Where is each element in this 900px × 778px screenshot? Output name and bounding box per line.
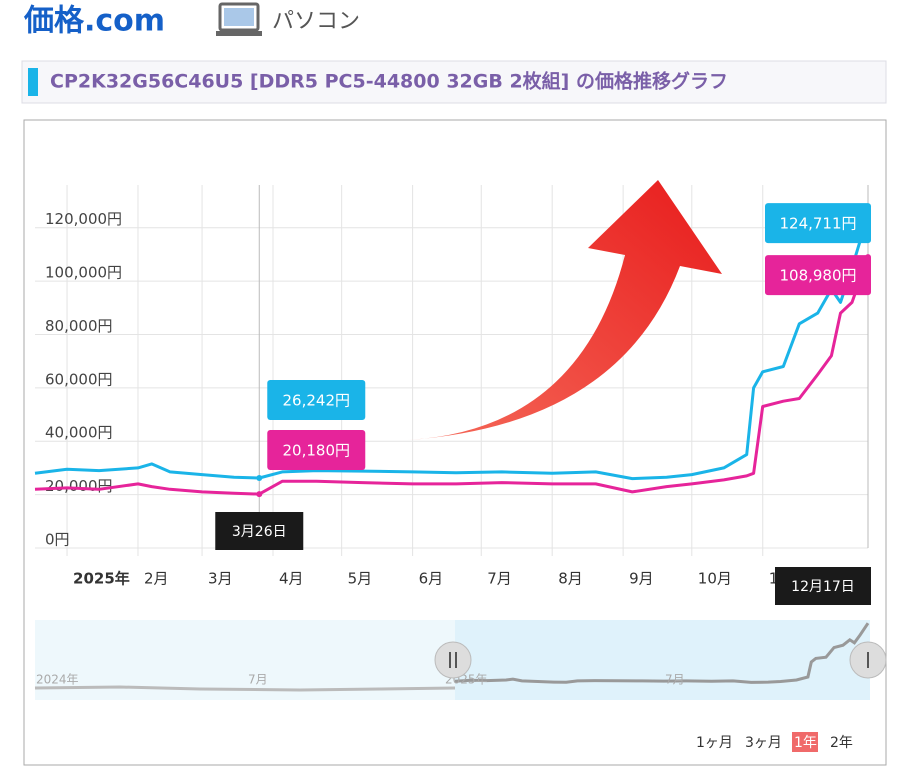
logo[interactable]: 価格.com (23, 4, 165, 39)
tooltips: 3月26日 26,242円 20,180円 12月17日 124,711円 108,980… (215, 185, 871, 605)
value-tooltip-label: 124,711円 (779, 215, 856, 233)
range-button[interactable]: 2年 (830, 735, 853, 751)
x-tick-label: 3月 (208, 570, 233, 588)
value-tooltip-label: 26,242円 (283, 392, 351, 410)
pc-icon (216, 2, 262, 36)
category: パソコン (272, 9, 360, 34)
range-button[interactable]: 1ヶ月 (696, 735, 733, 751)
date-tooltip (775, 567, 871, 605)
price-line (34, 214, 870, 481)
x-tick-label: 8月 (558, 570, 583, 588)
x-tick-label: 2月 (144, 570, 169, 588)
navigator-handle[interactable] (434, 641, 472, 679)
y-tick-label: 20,000円 (45, 477, 113, 495)
plot-area (35, 185, 868, 556)
y-tick-label: 40,000円 (45, 424, 113, 442)
x-tick-label: 5月 (348, 570, 373, 588)
navigator-label: 2024年 (36, 673, 79, 687)
navigator-selection[interactable] (455, 620, 870, 700)
price-point (256, 491, 263, 498)
x-tick-label: 4月 (279, 570, 304, 588)
navigator-label: 7月 (248, 673, 268, 687)
y-tick-label: 60,000円 (45, 370, 113, 388)
trend-arrow (408, 180, 722, 440)
range-buttons: 1ヶ月 3ヶ月 1年 2年 (696, 732, 853, 752)
navigator-handle[interactable] (849, 641, 887, 679)
x-tick-label: 7月 (487, 570, 512, 588)
date-tooltip (215, 512, 304, 550)
value-tooltip (267, 380, 366, 420)
y-tick-label: 100,000円 (45, 264, 122, 282)
value-tooltip-label: 20,180円 (283, 442, 351, 460)
x-tick-label: 6月 (419, 570, 444, 588)
range-button-bg[interactable] (792, 732, 818, 752)
date-tooltip-label: 12月17日 (791, 579, 855, 595)
date-tooltip-label: 3月26日 (232, 524, 287, 540)
title-box (21, 60, 887, 104)
y-tick-label: 80,000円 (45, 317, 113, 335)
navigator-line (454, 622, 870, 684)
range-button[interactable]: 1年 (794, 735, 817, 751)
title-bar (28, 68, 38, 96)
value-tooltip-label: 108,980円 (779, 267, 856, 285)
y-tick-label: 0円 (45, 531, 70, 549)
price-line (34, 256, 870, 496)
y-tick-label: 120,000円 (45, 210, 122, 228)
value-tooltip (765, 255, 871, 296)
plot: 2025年2月3月4月5月6月7月8月9月10月11月0円20,000円40,0… (34, 185, 870, 588)
navigator-past-line (34, 685, 456, 692)
title: CP2K32G56C46U5 [DDR5 PC5-44800 32GB 2枚組]… (50, 70, 728, 93)
navigator-label: 7月 (665, 673, 685, 687)
value-tooltip (267, 430, 366, 470)
range-button[interactable]: 3ヶ月 (745, 735, 782, 751)
x-tick-label: 9月 (629, 570, 654, 588)
price-point (256, 474, 263, 481)
value-tooltip (765, 203, 871, 244)
x-tick-label: 10月 (698, 570, 732, 588)
x-tick-label: 2025年 (73, 570, 130, 588)
